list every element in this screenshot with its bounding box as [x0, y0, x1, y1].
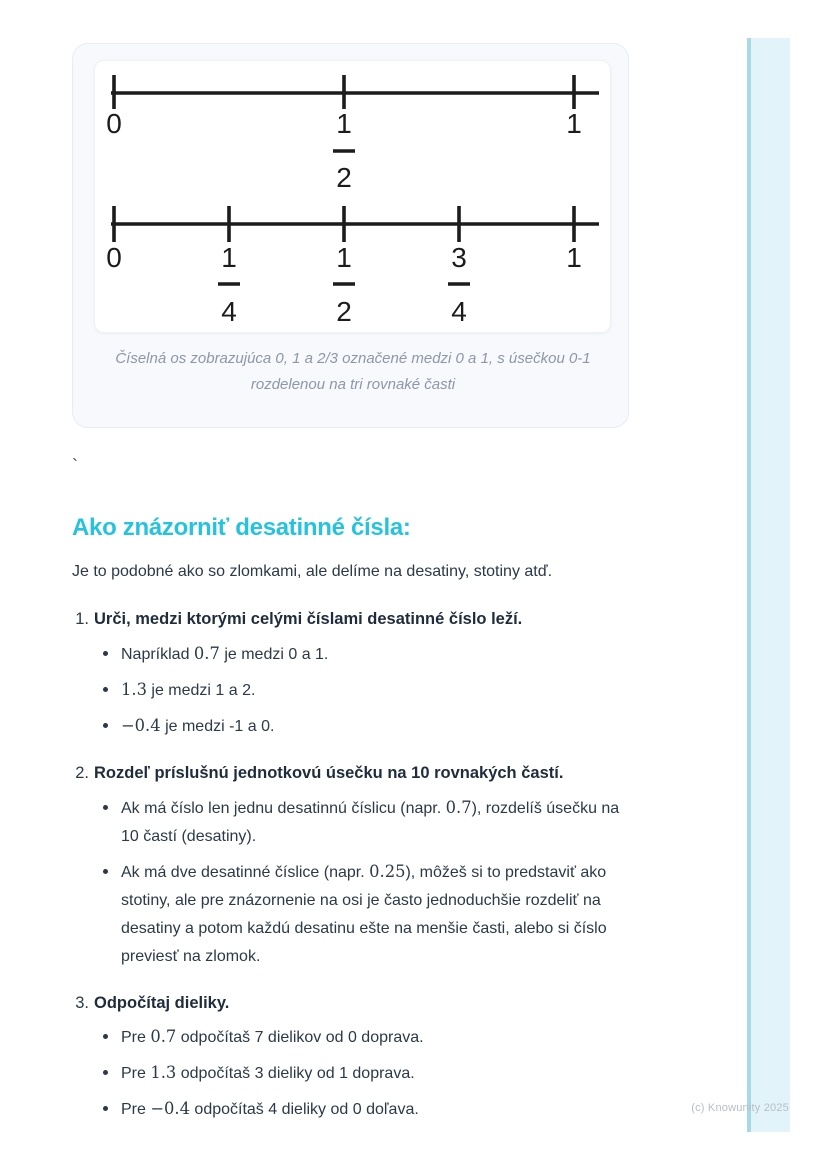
step-header: 1. Urči, medzi ktorými celými číslami des… — [72, 609, 632, 630]
bullet-icon — [103, 1070, 108, 1076]
bullet-text: −0.4 je medzi -1 a 0. — [121, 712, 274, 741]
step-number: 3. — [75, 993, 89, 1012]
step-item: 2. Rozdeľ príslušnú jednotkovú úsečku na … — [72, 763, 632, 971]
text-segment: Ak má číslo len jednu desatinnú číslicu … — [121, 799, 446, 817]
figure-card: 0 1 2 1 0 1 4 1 2 3 4 1 Číselná os zobrazujúca 0, 1… — [72, 43, 629, 428]
fraction-numerator: 1 — [336, 108, 352, 139]
step-title: Rozdeľ príslušnú jednotkovú úsečku na 10… — [94, 764, 564, 783]
list-item: −0.4 je medzi -1 a 0. — [103, 712, 632, 741]
bullet-text: Pre −0.4 odpočítaš 4 dieliky od 0 doľava… — [121, 1095, 419, 1124]
text-segment: je medzi 0 a 1. — [219, 646, 329, 664]
step-item: 1. Urči, medzi ktorými celými číslami des… — [72, 609, 632, 741]
math-number: 0.7 — [445, 797, 472, 817]
tick-label: 1 — [566, 242, 582, 273]
list-item: 1.3 je medzi 1 a 2. — [103, 676, 632, 705]
math-number: 0.7 — [193, 644, 220, 664]
math-number: 0.25 — [369, 861, 406, 881]
step-number: 1. — [75, 610, 89, 629]
list-item: Pre 0.7 odpočítaš 7 dielikov od 0 doprav… — [103, 1023, 632, 1052]
list-item: Ak má dve desatinné číslice (napr. 0.25)… — [103, 858, 632, 971]
fraction-numerator: 3 — [451, 242, 467, 273]
tick-label: 0 — [106, 108, 122, 139]
text-segment: ), môžeš si to predstaviť ako stotiny, a… — [121, 863, 607, 965]
bullet-icon — [103, 804, 108, 810]
step-title: Odpočítaj dieliky. — [94, 993, 230, 1012]
bullet-list: Ak má číslo len jednu desatinnú číslicu … — [103, 794, 632, 971]
stray-backtick: ` — [72, 456, 78, 476]
number-line: 0 1 4 1 2 3 4 1 — [106, 206, 599, 327]
figure-caption: Číselná os zobrazujúca 0, 1 a 2/3 označe… — [115, 350, 591, 393]
text-segment: Pre — [121, 1101, 151, 1119]
text-segment: Pre — [121, 1065, 151, 1083]
step-title: Urči, medzi ktorými celými číslami desat… — [94, 610, 523, 629]
bullet-icon — [103, 868, 108, 874]
list-item: Pre 1.3 odpočítaš 3 dieliky od 1 doprava… — [103, 1059, 632, 1088]
bullet-list: Pre 0.7 odpočítaš 7 dielikov od 0 doprav… — [103, 1023, 632, 1124]
intro-paragraph: Je to podobné ako so zlomkami, ale delím… — [72, 562, 553, 580]
fraction-denominator: 4 — [221, 296, 237, 327]
text-segment: Pre — [121, 1029, 151, 1047]
step-header: 2. Rozdeľ príslušnú jednotkovú úsečku na … — [72, 763, 632, 784]
bullet-icon — [103, 723, 108, 729]
math-number: 0.7 — [150, 1027, 177, 1047]
math-number: 1.3 — [150, 1063, 177, 1083]
bullet-text: Pre 0.7 odpočítaš 7 dielikov od 0 doprav… — [121, 1023, 424, 1052]
number-line-figure: 0 1 2 1 0 1 4 1 2 3 4 1 — [94, 60, 611, 333]
text-segment: odpočítaš 7 dielikov od 0 doprava. — [176, 1029, 424, 1047]
page-content: 0 1 2 1 0 1 4 1 2 3 4 1 Číselná os zobrazujúca 0, 1… — [72, 43, 632, 1124]
fraction-denominator: 2 — [336, 296, 352, 327]
step-number: 2. — [75, 764, 89, 783]
page-title: Ako znázorniť desatinné čísla: — [72, 514, 411, 541]
fraction-denominator: 4 — [451, 296, 467, 327]
list-item: Ak má číslo len jednu desatinnú číslicu … — [103, 794, 632, 851]
math-number: −0.4 — [121, 716, 161, 736]
text-segment: Napríklad — [121, 646, 194, 664]
math-number: −0.4 — [150, 1099, 190, 1119]
bullet-text: Napríklad 0.7 je medzi 0 a 1. — [121, 640, 328, 669]
text-segment: Ak má dve desatinné číslice (napr. — [121, 863, 370, 881]
list-item: Napríklad 0.7 je medzi 0 a 1. — [103, 640, 632, 669]
next-page-edge-stripe — [747, 38, 790, 1132]
steps-list: 1. Urči, medzi ktorými celými číslami des… — [72, 609, 632, 1124]
bullet-icon — [103, 1034, 108, 1040]
text-segment: odpočítaš 4 dieliky od 0 doľava. — [189, 1101, 419, 1119]
step-item: 3. Odpočítaj dieliky. Pre 0.7 odpočítaš 7 … — [72, 993, 632, 1125]
fraction-denominator: 2 — [336, 162, 352, 193]
number-line: 0 1 2 1 — [106, 75, 599, 193]
bullet-text: 1.3 je medzi 1 a 2. — [121, 676, 255, 705]
copyright-note: (c) Knowunity 2025 — [691, 1102, 789, 1114]
number-lines-svg: 0 1 2 1 0 1 4 1 2 3 4 1 — [106, 75, 599, 327]
text-segment: je medzi -1 a 0. — [160, 718, 275, 736]
list-item: Pre −0.4 odpočítaš 4 dieliky od 0 doľava… — [103, 1095, 632, 1124]
tick-label: 1 — [566, 108, 582, 139]
fraction-numerator: 1 — [221, 242, 237, 273]
bullet-text: Pre 1.3 odpočítaš 3 dieliky od 1 doprava… — [121, 1059, 415, 1088]
text-segment: odpočítaš 3 dieliky od 1 doprava. — [176, 1065, 415, 1083]
bullet-icon — [103, 651, 108, 657]
tick-label: 0 — [106, 242, 122, 273]
fraction-numerator: 1 — [336, 242, 352, 273]
bullet-icon — [103, 687, 108, 693]
text-segment: je medzi 1 a 2. — [146, 682, 256, 700]
math-number: 1.3 — [121, 680, 147, 700]
text-segment: ), rozdelíš úsečku na 10 častí (desatiny… — [121, 799, 620, 845]
bullet-list: Napríklad 0.7 je medzi 0 a 1. 1.3 je medz… — [103, 640, 632, 741]
bullet-text: Ak má dve desatinné číslice (napr. 0.25)… — [121, 858, 632, 971]
step-header: 3. Odpočítaj dieliky. — [72, 993, 632, 1014]
bullet-icon — [103, 1106, 108, 1112]
bullet-text: Ak má číslo len jednu desatinnú číslicu … — [121, 794, 632, 851]
